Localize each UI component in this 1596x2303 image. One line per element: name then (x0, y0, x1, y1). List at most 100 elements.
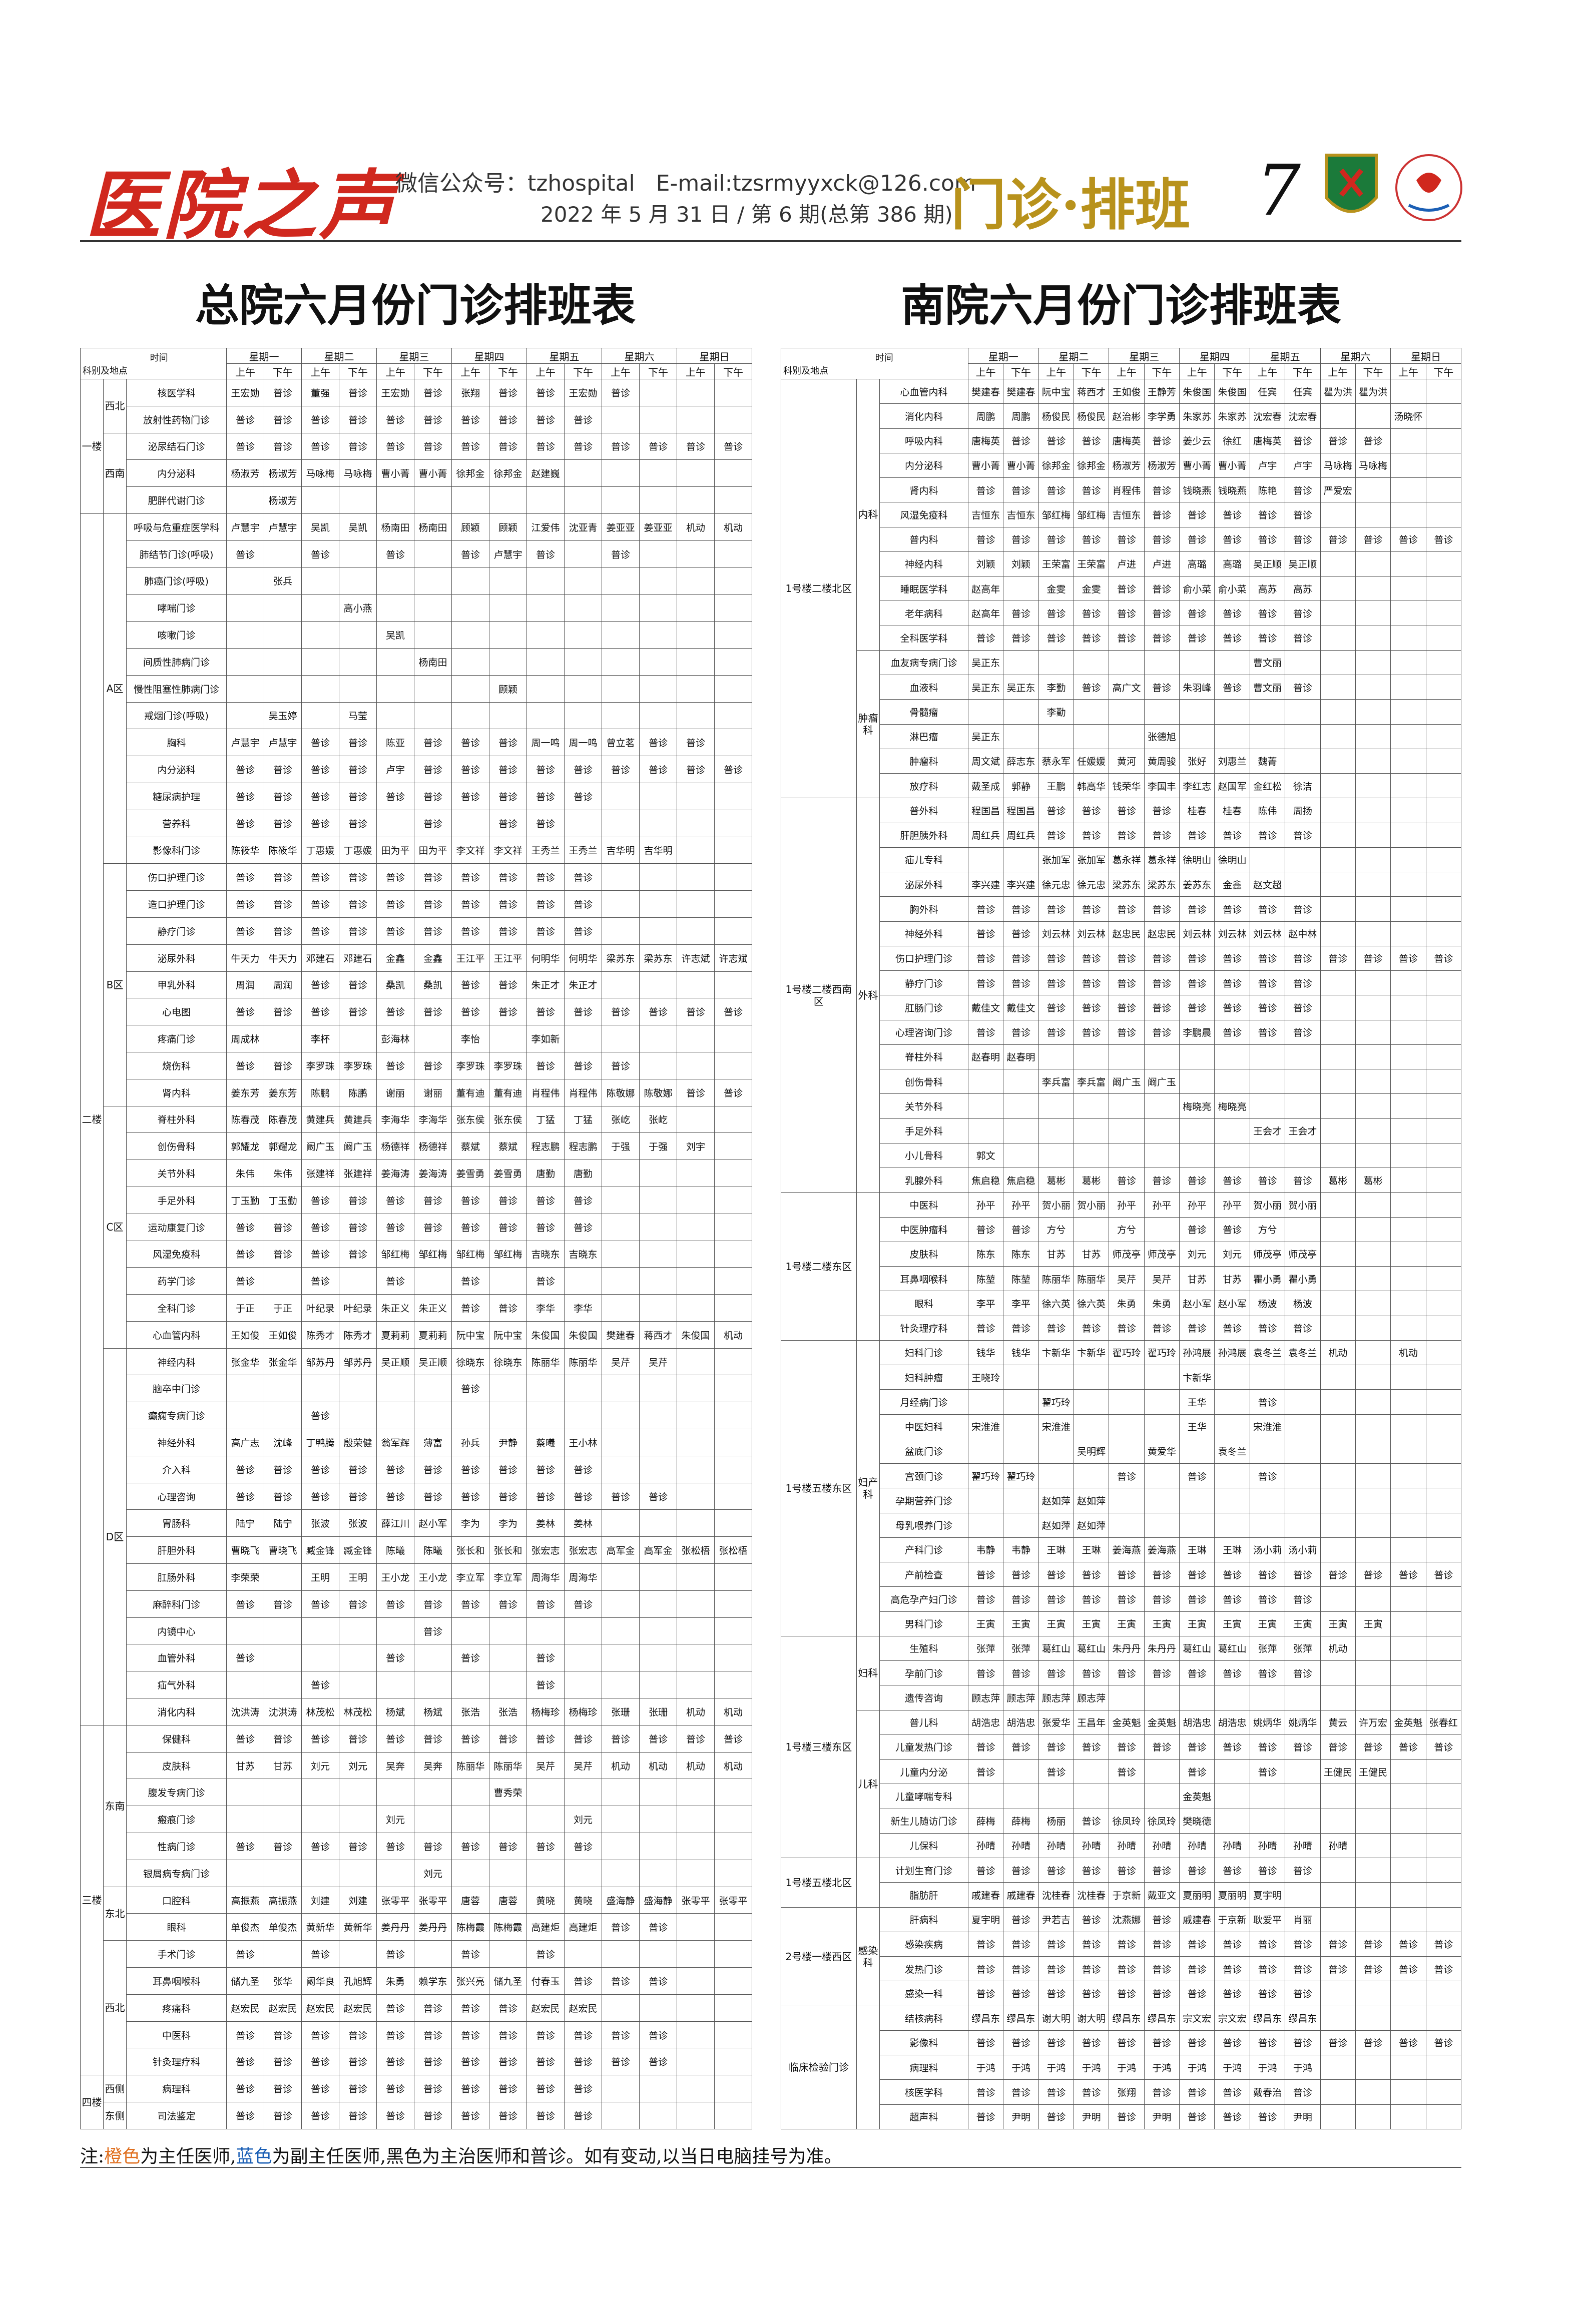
duty-cell (451, 702, 490, 730)
duty-cell: 普诊 (264, 756, 302, 783)
duty-cell: 普诊 (226, 782, 265, 810)
duty-cell (1073, 1463, 1110, 1489)
duty-cell: 机动 (714, 1752, 753, 1780)
department: 普外科 (879, 798, 968, 823)
duty-cell: 普诊 (677, 432, 715, 460)
duty-cell: 普诊 (339, 2075, 377, 2102)
schedule-row: 内镜中心 普诊 (81, 1617, 753, 1645)
duty-cell: 陈东 (967, 1241, 1004, 1267)
duty-cell: 普诊 (1038, 1315, 1075, 1341)
schedule-row: 临床检验门诊 结核病科 缪昌东 缪昌东 谢大明 谢大明 缪昌东 缪昌东 宗文宏 宗文宏 缪昌东 缪昌东 (781, 2005, 1462, 2129)
duty-cell: 普诊 (1179, 1586, 1215, 1612)
duty-cell: 姜东芳 (264, 1078, 302, 1106)
duty-cell: 韦静 (967, 1537, 1004, 1563)
duty-cell: 普诊 (1003, 1931, 1039, 1957)
duty-cell: 徐元忠 (1038, 871, 1075, 897)
duty-cell: 张春红 (1425, 1709, 1462, 1735)
location: 临床检验门诊 (781, 2005, 857, 2129)
duty-cell: 刘元 (564, 1806, 603, 1834)
duty-cell: 普诊 (1038, 477, 1075, 503)
duty-cell (1320, 1266, 1356, 1292)
duty-cell: 普诊 (1038, 1857, 1075, 1883)
duty-cell: 普诊 (1214, 2104, 1250, 2129)
duty-cell: 普诊 (1144, 822, 1180, 848)
schedule-row: 感染疾病 普诊 普诊 普诊 普诊 普诊 普诊 普诊 普诊 普诊 普诊 普诊 普诊 普诊 普诊 (781, 1931, 1462, 1957)
duty-cell (526, 1779, 565, 1807)
duty-cell: 杨波 (1285, 1291, 1321, 1316)
duty-cell (1285, 1068, 1321, 1094)
department: 中医科 (879, 1192, 968, 1218)
duty-cell (1355, 1635, 1391, 1661)
duty-cell: 普诊 (1285, 945, 1321, 971)
duty-cell (1320, 1808, 1356, 1834)
duty-cell (1003, 1512, 1039, 1538)
duty-cell (677, 1213, 715, 1241)
department: 放疗科 (879, 773, 968, 799)
duty-cell: 普诊 (1285, 502, 1321, 527)
duty-cell: 普诊 (1179, 2104, 1215, 2129)
duty-cell (1355, 921, 1391, 946)
duty-cell: 杨德祥 (376, 1132, 415, 1161)
duty-cell: 普诊 (1214, 995, 1250, 1020)
duty-cell: 普诊 (564, 2048, 603, 2076)
duty-cell: 普诊 (451, 1644, 490, 1672)
duty-cell (226, 1617, 265, 1645)
duty-cell: 普诊 (339, 2102, 377, 2129)
duty-cell: 李为 (451, 1509, 490, 1537)
schedule-row: 神经内科 刘颖 刘颖 王荣富 王荣富 卢进 卢进 高璐 高璐 吴正顺 吴正顺 (781, 551, 1462, 577)
duty-cell: 普诊 (301, 971, 340, 999)
duty-cell (226, 1402, 265, 1430)
duty-cell (339, 675, 377, 703)
duty-cell: 姜丹丹 (376, 1913, 415, 1941)
duty-cell (1320, 1784, 1356, 1809)
duty-cell: 普诊 (714, 1078, 753, 1106)
schedule-row: 儿童内分泌 普诊 普诊 普诊 普诊 普诊 王健民 王健民 (781, 1759, 1462, 1785)
duty-cell (639, 594, 678, 622)
duty-cell: 付春玉 (526, 1967, 565, 1995)
duty-cell: 马咏梅 (301, 459, 340, 487)
duty-cell: 普诊 (1249, 1586, 1286, 1612)
duty-cell (376, 1375, 415, 1403)
duty-cell (1355, 551, 1391, 577)
note-part: 为副主任医师,黑色为主治医师和普诊。如有变动,以当日电脑挂号为准。 (272, 2146, 842, 2167)
duty-cell: 邓建石 (301, 944, 340, 972)
duty-cell (639, 1186, 678, 1214)
duty-cell (1425, 1192, 1462, 1218)
duty-cell: 刘建 (301, 1886, 340, 1914)
duty-cell: 金红松 (1249, 773, 1286, 799)
duty-cell: 普诊 (226, 863, 265, 891)
department: 产前检查 (879, 1561, 968, 1587)
duty-cell (414, 1671, 452, 1699)
area: 东侧 (103, 2102, 127, 2129)
duty-cell (1214, 1044, 1250, 1070)
duty-cell: 普诊 (489, 998, 527, 1026)
duty-cell: 普诊 (1073, 1907, 1110, 1932)
duty-cell (714, 702, 753, 730)
duty-cell: 普诊 (1214, 502, 1250, 527)
duty-cell: 阚华良 (301, 1967, 340, 1995)
duty-cell (1390, 896, 1426, 922)
location: 1号楼二楼西南区 (781, 798, 857, 1193)
duty-cell (1390, 871, 1426, 897)
duty-cell (677, 702, 715, 730)
duty-cell: 普诊 (1144, 1857, 1180, 1883)
duty-cell (714, 1779, 753, 1807)
department: 银屑病专病门诊 (126, 1859, 227, 1887)
duty-cell: 孙晴 (1003, 1833, 1039, 1859)
duty-cell: 普诊 (489, 756, 527, 783)
duty-cell (1249, 847, 1286, 873)
duty-cell: 普诊 (1179, 625, 1215, 651)
duty-cell: 普诊 (1109, 822, 1145, 848)
duty-cell (1320, 2054, 1356, 2080)
duty-cell: 普诊 (1285, 1734, 1321, 1760)
duty-cell: 机动 (1320, 1340, 1356, 1366)
duty-cell (489, 648, 527, 676)
duty-cell: 普诊 (339, 1186, 377, 1214)
day: 星期日 (677, 348, 753, 364)
duty-cell: 李华 (564, 1294, 603, 1322)
duty-cell: 陈梅霞 (451, 1913, 490, 1941)
duty-cell: 瞿小勇 (1249, 1266, 1286, 1292)
department: 胸外科 (879, 896, 968, 922)
duty-cell (339, 486, 377, 514)
duty-cell: 普诊 (1003, 921, 1039, 946)
